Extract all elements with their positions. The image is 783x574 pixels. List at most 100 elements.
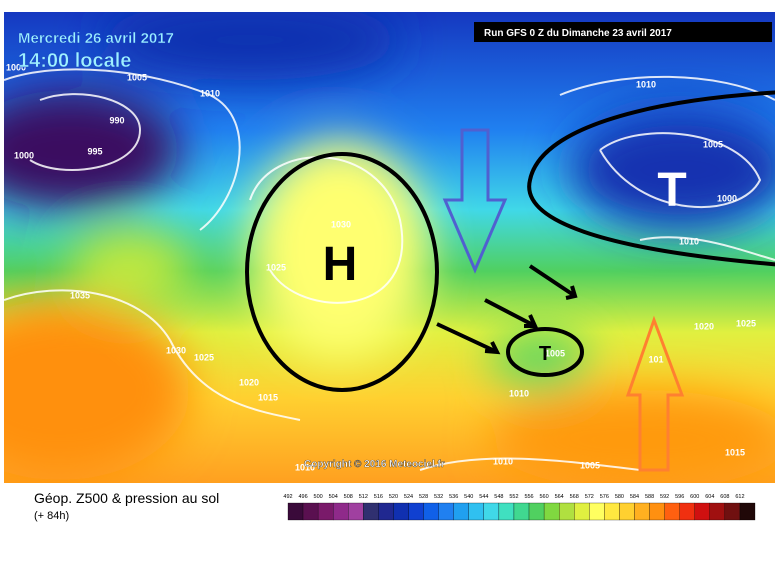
- scale-swatch: [378, 502, 394, 521]
- color-scale: 492 496 500 504 508 512 516 520 524 528 532 536 540 5…: [283, 494, 756, 521]
- scale-swatch: [724, 502, 741, 521]
- scale-label: 556: [524, 494, 533, 500]
- scale-label: 540: [464, 494, 473, 500]
- scale-swatch: [649, 502, 665, 521]
- scale-swatch: [679, 502, 695, 521]
- scale-label: 528: [419, 494, 428, 500]
- scale-label: 504: [329, 494, 338, 500]
- isobar-label: 1010: [509, 388, 529, 398]
- scale-label: 564: [555, 494, 564, 500]
- scale-swatch: [619, 502, 635, 521]
- isobar-label: 1030: [166, 345, 186, 355]
- scale-swatch: [483, 502, 500, 521]
- scale-swatch: [664, 502, 680, 521]
- scale-label: 520: [389, 494, 398, 500]
- date-label: Mercredi 26 avril 2017: [18, 30, 174, 47]
- scale-swatch: [739, 502, 756, 521]
- scale-label: 584: [630, 494, 639, 500]
- isobar-label: 1005: [580, 460, 600, 470]
- isobar-label: 1025: [194, 352, 214, 362]
- scale-label: 536: [449, 494, 458, 500]
- system-letter: T: [657, 164, 686, 217]
- scale-label: 552: [509, 494, 518, 500]
- isobar-label: 1005: [127, 72, 147, 82]
- scale-label: 516: [374, 494, 383, 500]
- scale-swatch: [333, 502, 349, 521]
- scale-swatch: [559, 502, 575, 521]
- isobar-label: 1020: [239, 377, 259, 387]
- time-label: 14:00 locale: [18, 50, 131, 72]
- scale-swatch: [634, 502, 650, 521]
- map-area: 1000 1005 1010 990 995 1000 1030 1025 1035 1030 10…: [4, 12, 775, 483]
- scale-label: 508: [344, 494, 353, 500]
- system-letter: T: [539, 343, 551, 365]
- isobar-labels: 1000 1005 1010 990 995 1000 1030 1025 1035 1030 10…: [6, 62, 756, 472]
- scale-label: 492: [283, 494, 292, 500]
- isobar-label: 1010: [679, 236, 699, 246]
- scale-swatch: [709, 502, 726, 521]
- isobar-label: 1035: [70, 290, 90, 300]
- scale-label: 512: [359, 494, 368, 500]
- pressure-systems: H T T: [323, 164, 687, 365]
- scale-label: 592: [660, 494, 669, 500]
- scale-swatch: [468, 502, 484, 521]
- scale-label: 608: [720, 494, 729, 500]
- scale-label: 580: [615, 494, 624, 500]
- scale-label: 588: [645, 494, 654, 500]
- isobar-label: 995: [87, 146, 102, 156]
- run-box: [474, 22, 772, 42]
- legend-title: Géop. Z500 & pression au sol: [34, 490, 219, 506]
- scale-label: 560: [540, 494, 549, 500]
- isobar-label: 1000: [6, 62, 26, 72]
- run-label: Run GFS 0 Z du Dimanche 23 avril 2017: [484, 28, 672, 39]
- scale-label: 612: [735, 494, 744, 500]
- scale-label: 572: [585, 494, 594, 500]
- scale-swatch: [287, 502, 304, 521]
- scale-swatch: [574, 502, 590, 521]
- scale-swatch: [408, 502, 424, 521]
- copyright: Copyright © 2016 Meteociel.fr: [304, 459, 445, 470]
- isobar-label: 1015: [725, 447, 745, 457]
- scale-label: 604: [705, 494, 714, 500]
- scale-swatch: [543, 502, 560, 521]
- isobar-label: 101: [648, 354, 663, 364]
- scale-label: 576: [600, 494, 609, 500]
- scale-label: 600: [690, 494, 699, 500]
- scale-swatch: [513, 502, 530, 521]
- scale-label: 496: [298, 494, 307, 500]
- scale-swatch: [393, 502, 409, 521]
- scale-swatch: [528, 502, 545, 521]
- scale-swatch: [498, 502, 515, 521]
- scale-label: 524: [404, 494, 413, 500]
- scale-swatch: [423, 502, 439, 521]
- isobar-label: 1005: [545, 348, 565, 358]
- scale-label: 596: [675, 494, 684, 500]
- isobar-label: 1010: [636, 79, 656, 89]
- scale-swatch: [589, 502, 605, 521]
- isobar-label: 990: [109, 115, 124, 125]
- scale-swatch: [453, 502, 469, 521]
- isobar-label: 1000: [14, 150, 34, 160]
- scale-label: 500: [314, 494, 323, 500]
- scale-swatch: [317, 502, 334, 521]
- isobar-label: 1010: [493, 456, 513, 466]
- scale-label: 532: [434, 494, 443, 500]
- scale-swatch: [363, 502, 379, 521]
- isobar-label: 1030: [331, 219, 351, 229]
- isobar-label: 1015: [258, 392, 278, 402]
- isobar-label: 1010: [295, 462, 315, 472]
- scale-label: 544: [479, 494, 488, 500]
- scale-swatch: [604, 502, 620, 521]
- scale-swatch: [348, 502, 364, 521]
- scale-label: 548: [494, 494, 503, 500]
- isobar-label: 1005: [703, 139, 723, 149]
- isobar-label: 1010: [200, 88, 220, 98]
- isobar-label: 1025: [266, 262, 286, 272]
- scale-swatch: [438, 502, 454, 521]
- isobar-label: 1020: [694, 321, 714, 331]
- isobar-label: 1000: [717, 193, 737, 203]
- scale-swatch: [694, 502, 710, 521]
- scale-label: 568: [570, 494, 579, 500]
- legend-subtitle: (+ 84h): [34, 510, 69, 522]
